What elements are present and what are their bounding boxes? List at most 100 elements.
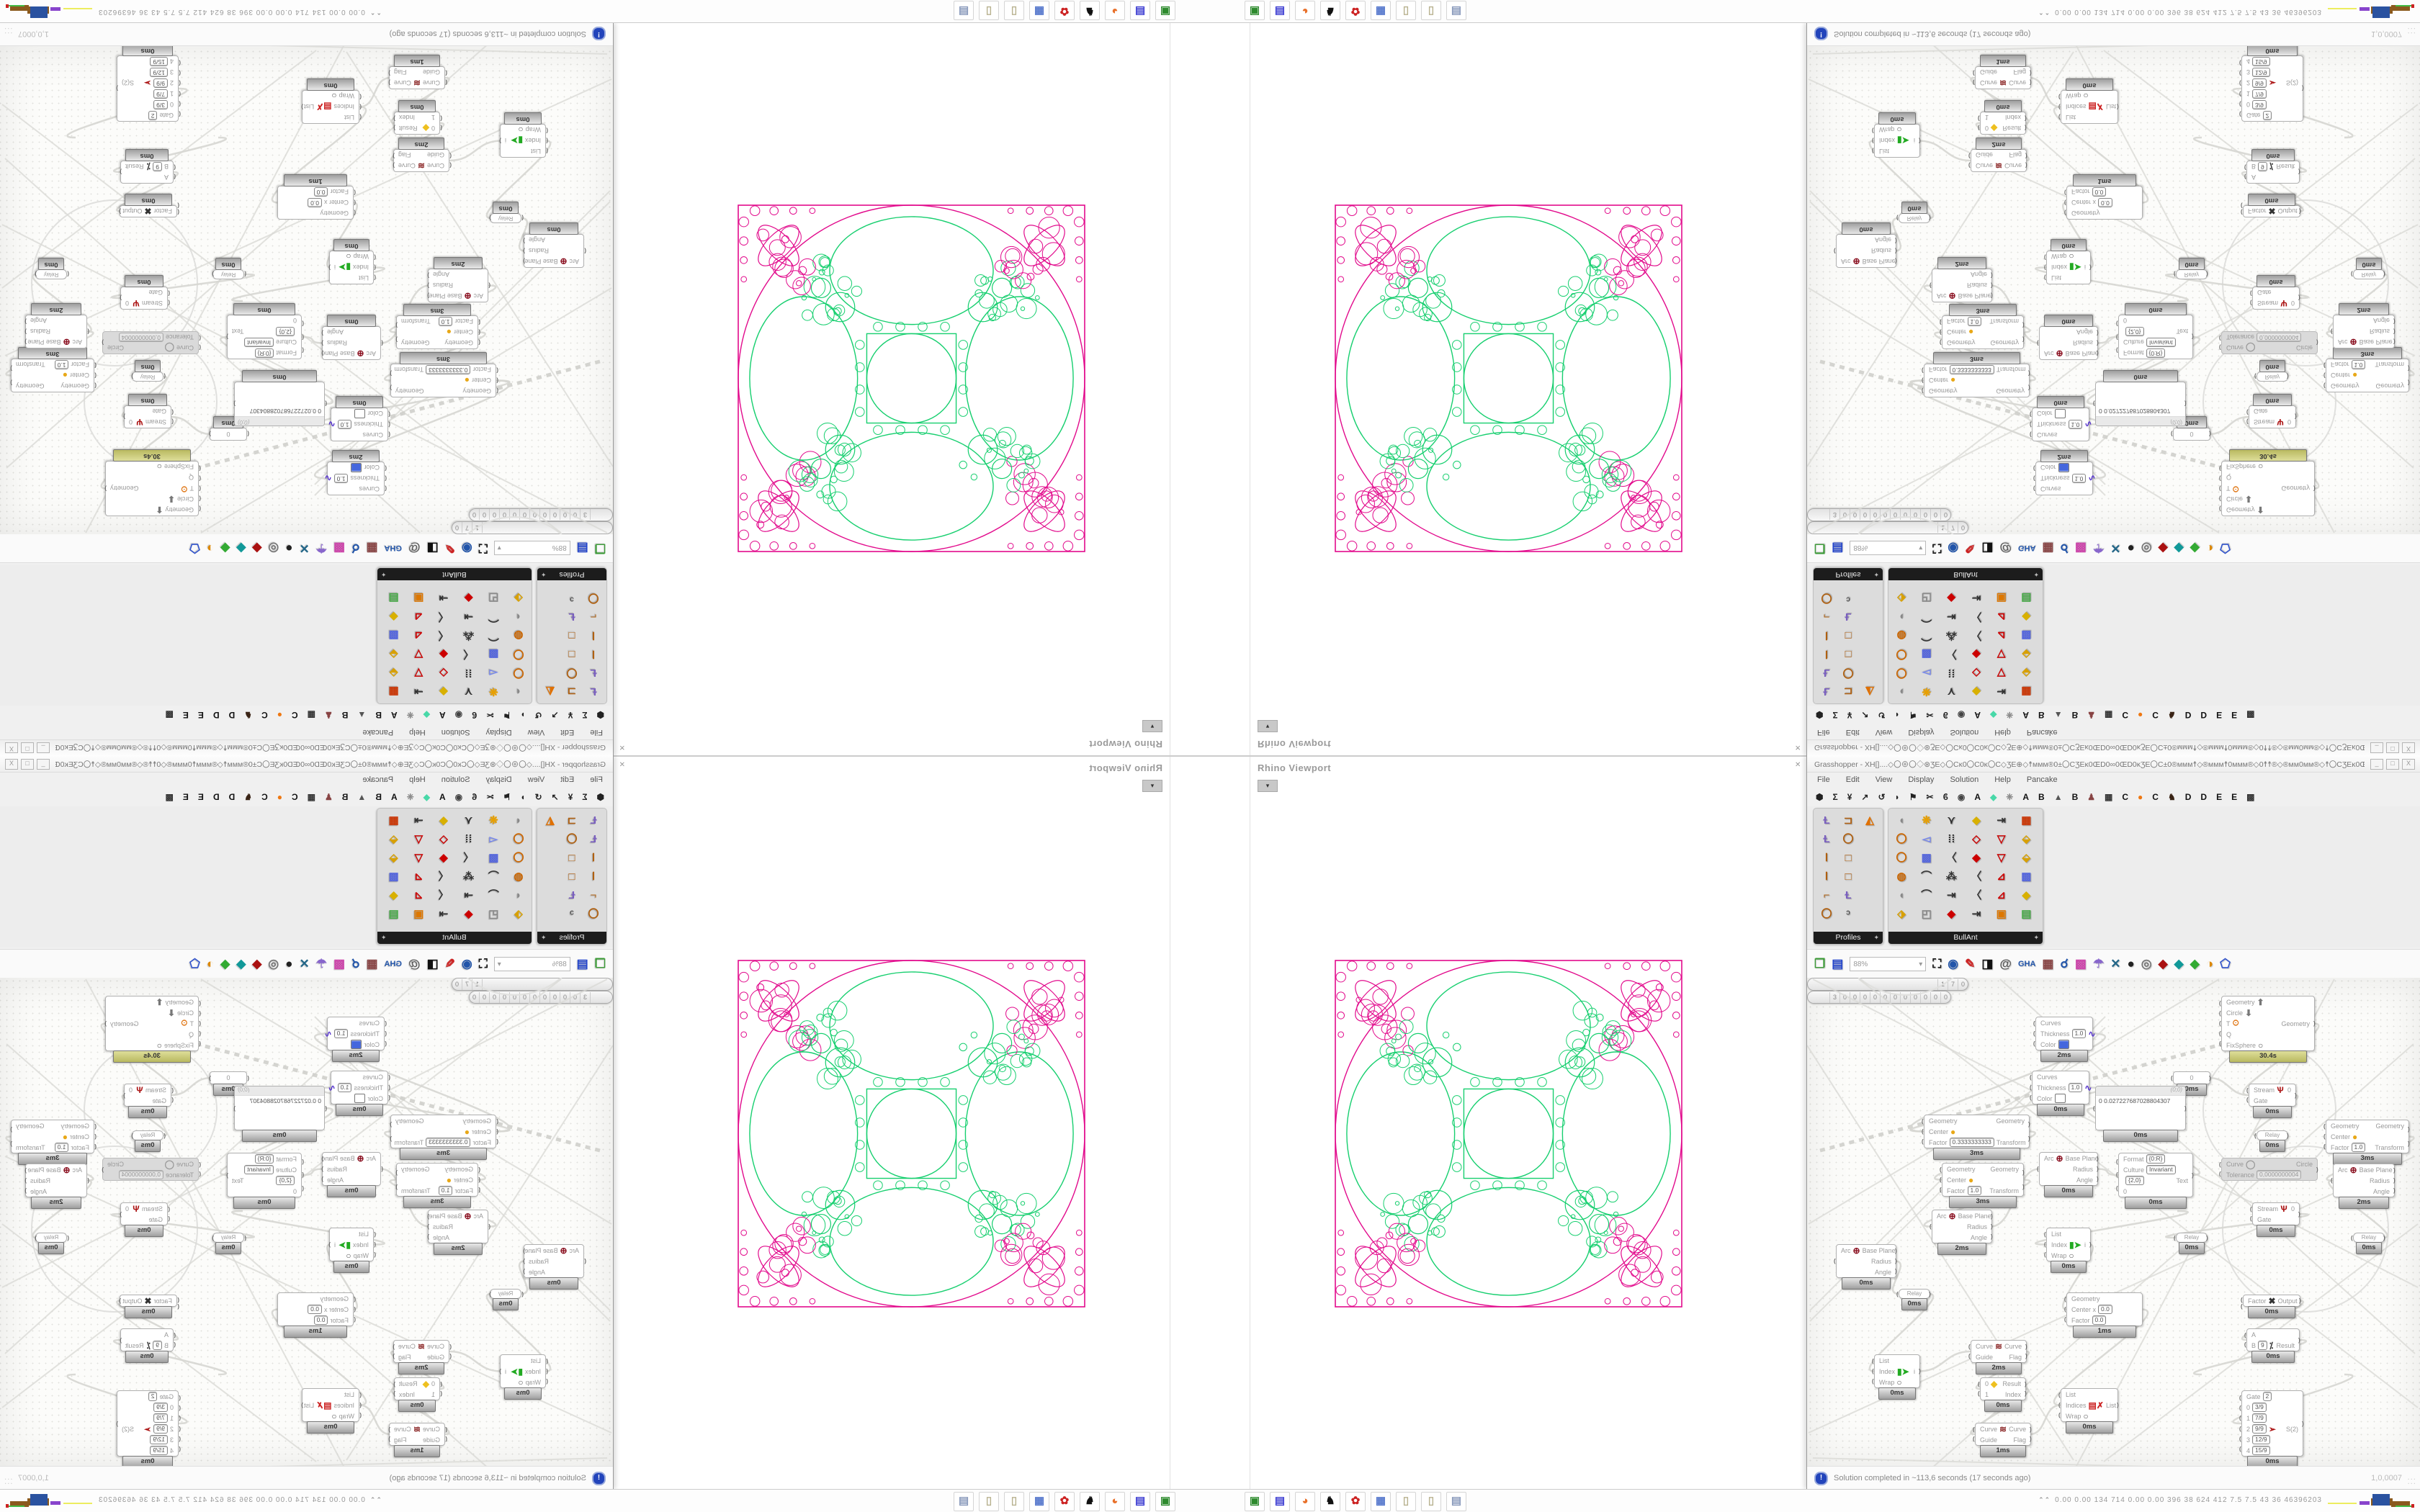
- component-icon[interactable]: ◖: [1898, 889, 1905, 901]
- category-tab-13[interactable]: A: [2022, 792, 2030, 802]
- toolbar-icon-8[interactable]: ▩: [333, 957, 346, 971]
- toolbar-icon-2[interactable]: ✎: [444, 957, 455, 971]
- chevron-down-icon[interactable]: ✦: [381, 571, 387, 578]
- gh-node-panel[interactable]: (0;0) 0 0.027227687028804307() 0ms: [2093, 370, 2187, 426]
- gh-node-gate[interactable]: Stream Ѱ 0 Gate(() 0ms: [120, 275, 170, 310]
- component-icon[interactable]: ⊐: [567, 685, 577, 698]
- color-swatch[interactable]: [351, 1040, 362, 1049]
- category-tab-22[interactable]: ♞: [244, 710, 253, 720]
- taskbar-launcher-7[interactable]: ▯: [1421, 1, 1441, 20]
- value-chip[interactable]: 0.0: [308, 1305, 322, 1314]
- component-icon[interactable]: Ɫ: [1845, 611, 1852, 623]
- gh-node-cat[interactable]: Geometry ⬆ Circle ⬇ T ꖴ Geometry Q FixSphere ○(((…: [2219, 449, 2316, 516]
- component-icon[interactable]: 〇: [1896, 667, 1907, 679]
- gh-node-list_item[interactable]: List Index ▮➤ i Wrap ○((() 0ms: [499, 1354, 548, 1400]
- toolbar-icon-9[interactable]: ☂: [2092, 541, 2105, 555]
- value-chip[interactable]: 0.0: [308, 198, 322, 207]
- value-chip[interactable]: Invariant: [244, 338, 274, 347]
- chevron-down-icon[interactable]: ✦: [541, 934, 547, 941]
- component-icon[interactable]: Ⅰ: [1824, 629, 1829, 642]
- component-icon[interactable]: ◇: [439, 667, 448, 679]
- category-tab-27[interactable]: ▩: [2246, 792, 2255, 802]
- category-tab-5[interactable]: ◗: [1894, 710, 1900, 720]
- gh-title-bar[interactable]: Grasshopper - XH[]....◇〇⊕〇◇⊛ƷE◇〇Cĸ0〇C0ĸ〇…: [0, 756, 613, 773]
- gh-node-cat[interactable]: Geometry ⬆ Circle ⬇ T ꖴ Geometry Q FixSphere ○(((…: [104, 996, 201, 1063]
- category-tab-21[interactable]: C: [261, 710, 268, 720]
- category-tab-0[interactable]: ⬢: [596, 792, 604, 802]
- taskbar-launcher-6[interactable]: ▯: [1004, 1, 1024, 20]
- component-icon[interactable]: □: [1845, 870, 1852, 883]
- component-icon[interactable]: ⁂: [1945, 629, 1957, 642]
- value-chip[interactable]: 1.0: [2071, 1029, 2087, 1038]
- component-icon[interactable]: [1859, 588, 1881, 607]
- maximize-button[interactable]: □: [2386, 758, 2399, 770]
- component-icon[interactable]: ⋎: [1947, 814, 1955, 827]
- taskbar-launcher-6[interactable]: ▯: [1004, 1492, 1024, 1511]
- component-icon[interactable]: ⬙: [389, 648, 398, 660]
- component-icon[interactable]: ◍: [1896, 870, 1906, 883]
- value-chip[interactable]: 2: [148, 1392, 158, 1401]
- category-tab-20[interactable]: ●: [277, 710, 282, 720]
- component-icon[interactable]: ◆: [464, 908, 473, 920]
- value-chip[interactable]: {2,0}: [276, 1176, 295, 1185]
- resize-grip-icon[interactable]: ⁚⁚⁚: [4, 26, 13, 34]
- palette-panel-label[interactable]: Profiles ✦: [1814, 568, 1883, 580]
- component-icon[interactable]: □: [1845, 629, 1852, 642]
- component-icon[interactable]: ⬗: [514, 592, 523, 604]
- category-tab-11[interactable]: ◆: [423, 710, 430, 720]
- component-icon[interactable]: 〇: [1821, 908, 1832, 920]
- component-icon[interactable]: Ɫ: [1823, 667, 1830, 679]
- category-tab-12[interactable]: ❈: [406, 710, 414, 720]
- taskbar-launcher-5[interactable]: ▦: [1371, 1, 1391, 20]
- taskbar-launcher-2[interactable]: ◕: [1105, 1492, 1125, 1511]
- component-icon[interactable]: 〈: [1971, 870, 1982, 883]
- category-tab-12[interactable]: ❈: [2006, 792, 2014, 802]
- viewport-dropdown-button[interactable]: ▾: [1258, 720, 1278, 732]
- gh-node-filter[interactable]: Gate 2 0 3/9 1 7/9 2 9/9 ➢ S(2) 3 12/9 4 15/9(((((() 0…: [2239, 1390, 2304, 1466]
- component-icon[interactable]: ◆: [2022, 611, 2031, 623]
- component-icon[interactable]: ▽: [1996, 667, 2006, 679]
- component-icon[interactable]: 〈: [463, 648, 475, 660]
- component-icon[interactable]: [1859, 626, 1881, 644]
- category-tab-27[interactable]: ▩: [165, 792, 174, 802]
- value-chip[interactable]: 9/9: [153, 78, 168, 88]
- toolbar-icon-8[interactable]: ▩: [2074, 541, 2087, 555]
- component-icon[interactable]: ▩: [2021, 629, 2032, 642]
- toolbar-icon-0[interactable]: ⛶: [1932, 957, 1942, 971]
- category-tab-5[interactable]: ◗: [1894, 792, 1900, 802]
- taskbar-launcher-5[interactable]: ▦: [1029, 1492, 1049, 1511]
- taskbar-launcher-8[interactable]: ▤: [1446, 1492, 1466, 1511]
- component-icon[interactable]: □: [568, 648, 575, 660]
- category-tab-25[interactable]: E: [197, 792, 204, 802]
- gh-node-arc[interactable]: Arc ⊕ Base Plane Radius Angle())) 0ms: [321, 315, 383, 360]
- component-icon[interactable]: 〇: [513, 648, 524, 660]
- component-icon[interactable]: ◅: [1922, 833, 1931, 845]
- gh-node-arc[interactable]: Arc ⊕ Base Plane Radius Angle())) 2ms: [24, 303, 89, 348]
- value-chip[interactable]: 9: [2258, 162, 2267, 171]
- component-icon[interactable]: ◆: [2022, 889, 2031, 901]
- taskbar-launcher-2[interactable]: ◕: [1295, 1, 1315, 20]
- component-icon[interactable]: 〈: [1971, 889, 1982, 901]
- close-button[interactable]: X: [2402, 742, 2415, 754]
- component-icon[interactable]: ⬙: [2022, 648, 2031, 660]
- component-icon[interactable]: [539, 849, 561, 868]
- gh-node-relay[interactable]: () Relay 0ms: [2254, 1130, 2289, 1152]
- gh-node-list_item[interactable]: List Index ▮➤ i Wrap ○((() 0ms: [2044, 1228, 2092, 1273]
- category-tab-10[interactable]: A: [1974, 710, 1981, 720]
- component-icon[interactable]: Ɫ: [1823, 685, 1830, 698]
- menu-item-solution[interactable]: Solution: [1950, 775, 1979, 784]
- rhino-viewport[interactable]: Rhino Viewport ▾ ✕: [614, 22, 1210, 756]
- toolbar-icon-13[interactable]: ◆: [252, 541, 262, 555]
- component-icon[interactable]: 〇: [566, 667, 578, 679]
- category-tab-7[interactable]: ✂: [1926, 792, 1934, 802]
- gh-node-arc[interactable]: Arc ⊕ Base Plane Radius Angle())) 2ms: [2331, 303, 2396, 348]
- slider-digit[interactable]: 0: [1900, 991, 1910, 1003]
- gh-node-division[interactable]: A B 9 ⁒ Result(() 0ms: [2244, 1328, 2300, 1363]
- category-tab-26[interactable]: E: [2231, 792, 2238, 802]
- component-icon[interactable]: ⇥: [1996, 685, 2006, 698]
- menu-item-file[interactable]: File: [590, 728, 603, 737]
- taskbar-launcher-6[interactable]: ▯: [1396, 1492, 1416, 1511]
- category-tab-9[interactable]: ◉: [1957, 710, 1966, 720]
- component-icon[interactable]: ⇥: [439, 592, 449, 604]
- value-chip[interactable]: 2: [2262, 111, 2272, 120]
